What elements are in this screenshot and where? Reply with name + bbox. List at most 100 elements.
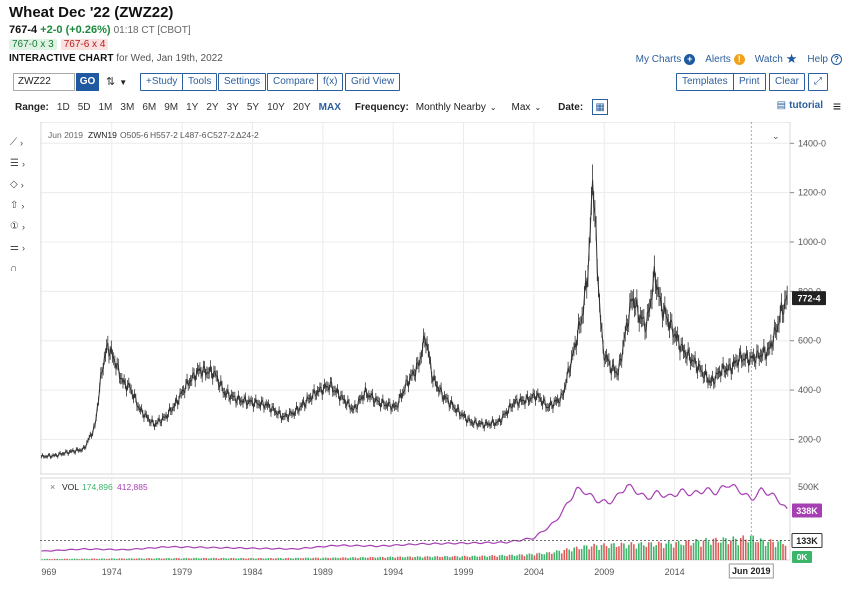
- range-option[interactable]: 9M: [164, 101, 179, 113]
- range-option[interactable]: 3Y: [226, 101, 239, 113]
- grid-view-button[interactable]: Grid View: [345, 73, 401, 91]
- my-charts-label: My Charts: [635, 53, 682, 65]
- shape-tool[interactable]: ◇ ›: [10, 174, 38, 195]
- interactive-chart-label: INTERACTIVE CHART for Wed, Jan 19th, 202…: [9, 53, 223, 64]
- volume-bar: [66, 558, 68, 560]
- volume-bar: [732, 536, 735, 560]
- volume-bar: [339, 557, 342, 560]
- volume-bar: [135, 558, 138, 560]
- volume-bar: [272, 558, 275, 560]
- range-option[interactable]: 6M: [142, 101, 157, 113]
- ask-value: 767-6 x 4: [60, 39, 109, 50]
- volume-bar: [237, 558, 240, 560]
- range-option[interactable]: 1D: [56, 101, 70, 113]
- study-button[interactable]: +Study: [140, 73, 184, 91]
- range-option[interactable]: 1Y: [186, 101, 199, 113]
- range-option[interactable]: MAX: [318, 101, 341, 113]
- volume-bar: [434, 556, 436, 560]
- close-icon[interactable]: ×: [50, 482, 55, 492]
- symbol-input[interactable]: ZWZ22: [13, 73, 75, 91]
- tutorial-link[interactable]: ▤ tutorial: [777, 100, 823, 111]
- volume-bar: [563, 549, 566, 560]
- chart-area[interactable]: Jun 2019 ZWN19 O505-6 H557-2 L487-6 C527…: [40, 122, 840, 582]
- trendline-tool[interactable]: ⟋ ›: [10, 132, 38, 153]
- volume-bar: [386, 557, 389, 560]
- range-option[interactable]: 10Y: [267, 101, 285, 113]
- arrow-tool[interactable]: ⇧ ›: [10, 195, 38, 216]
- frequency-label: Frequency:: [354, 101, 409, 113]
- y-tick-label: 400-0: [798, 385, 821, 395]
- volume-bar: [128, 558, 131, 560]
- settings-button[interactable]: Settings: [218, 73, 267, 91]
- my-charts-link[interactable]: My Charts +: [635, 53, 696, 65]
- range-option[interactable]: 5D: [77, 101, 91, 113]
- volume-bar: [675, 542, 677, 560]
- frequency-select[interactable]: Monthly Nearby ⌄: [416, 102, 497, 113]
- magnet-icon: ∩: [10, 263, 18, 274]
- volume-bar: [262, 558, 265, 560]
- go-button[interactable]: GO: [76, 73, 99, 91]
- templates-button[interactable]: Templates: [676, 73, 734, 91]
- range-option[interactable]: 20Y: [292, 101, 311, 113]
- volume-bar: [282, 558, 285, 560]
- expand-button[interactable]: ⤢: [808, 73, 828, 91]
- volume-bar: [195, 557, 198, 560]
- volume-bar: [488, 555, 491, 560]
- volume-bar: [374, 557, 377, 560]
- range-option[interactable]: 2Y: [206, 101, 219, 113]
- range-option[interactable]: 3M: [120, 101, 135, 113]
- alerts-link[interactable]: Alerts !: [705, 53, 745, 65]
- legend-symbol: ZWN19: [88, 130, 117, 140]
- volume-bar: [118, 558, 121, 560]
- star-icon: ★: [785, 51, 798, 66]
- last-price-badge: [792, 291, 826, 306]
- frequency-value: Monthly Nearby: [415, 101, 486, 113]
- volume-bar: [521, 554, 523, 560]
- compare-button[interactable]: Compare: [267, 73, 321, 91]
- volume-bar: [51, 559, 53, 560]
- watch-link[interactable]: Watch ★: [755, 51, 798, 67]
- volume-bar: [638, 543, 640, 560]
- expand-icon: ⤢: [814, 76, 822, 87]
- settings-tool[interactable]: ⚌ ›: [10, 237, 38, 258]
- tools-button[interactable]: Tools: [182, 73, 218, 91]
- volume-bar: [255, 558, 257, 560]
- quote-time: 01:18 CT [CBOT]: [113, 25, 191, 36]
- volume-bar: [178, 558, 180, 560]
- range-option[interactable]: 1M: [98, 101, 113, 113]
- volume-bar: [414, 556, 416, 560]
- print-button[interactable]: Print: [733, 73, 766, 91]
- range-option[interactable]: 5Y: [246, 101, 260, 113]
- volume-bar: [667, 541, 670, 560]
- volume-bar: [690, 545, 692, 560]
- collapse-icon[interactable]: ⌄: [772, 131, 780, 141]
- period-select[interactable]: Max ⌄: [512, 102, 542, 113]
- volume-bar: [672, 547, 675, 560]
- volume-bar: [98, 558, 101, 560]
- volume-bar: [170, 558, 173, 560]
- annotation-tool[interactable]: ① ›: [10, 216, 38, 237]
- volume-bar: [68, 559, 71, 560]
- clear-button[interactable]: Clear: [769, 73, 805, 91]
- volume-bar: [665, 543, 667, 560]
- price-line: [40, 179, 788, 459]
- volume-bar: [725, 538, 727, 560]
- volume-bar: [483, 555, 486, 560]
- volume-bar: [106, 558, 108, 560]
- volume-bar: [595, 545, 598, 560]
- help-link[interactable]: Help ?: [807, 53, 842, 65]
- menu-icon[interactable]: ≡: [832, 98, 841, 114]
- calendar-button[interactable]: ▦: [592, 99, 609, 115]
- volume-bar: [235, 558, 237, 560]
- volume-bar: [754, 542, 757, 560]
- volume-bar: [620, 542, 623, 560]
- volume-bar: [496, 556, 498, 560]
- chart-type-selector[interactable]: ⇅ ▼: [106, 75, 127, 88]
- fibonacci-tool[interactable]: ☰ ›: [10, 153, 38, 174]
- fx-button[interactable]: f(x): [317, 73, 344, 91]
- volume-bar: [598, 549, 600, 560]
- volume-bar: [125, 558, 128, 560]
- magnet-tool[interactable]: ∩: [10, 258, 38, 279]
- price-panel-border: [40, 122, 791, 475]
- price-volume-chart[interactable]: Jun 2019 ZWN19 O505-6 H557-2 L487-6 C527…: [40, 122, 840, 582]
